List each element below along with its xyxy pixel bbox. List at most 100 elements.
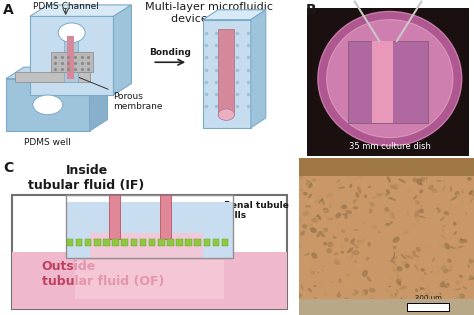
Ellipse shape (342, 213, 346, 216)
Ellipse shape (339, 186, 345, 189)
Polygon shape (30, 5, 131, 16)
Ellipse shape (395, 256, 398, 260)
Text: PDMS well: PDMS well (24, 138, 71, 146)
Ellipse shape (315, 199, 319, 203)
Ellipse shape (327, 218, 333, 220)
Ellipse shape (323, 227, 328, 232)
Ellipse shape (432, 257, 435, 262)
Ellipse shape (324, 291, 329, 296)
Bar (112, 239, 119, 246)
Ellipse shape (319, 196, 321, 197)
Ellipse shape (461, 189, 464, 192)
Ellipse shape (450, 186, 452, 192)
Ellipse shape (453, 244, 458, 248)
Ellipse shape (416, 220, 419, 222)
Ellipse shape (338, 292, 340, 294)
Ellipse shape (301, 264, 305, 266)
Ellipse shape (439, 217, 445, 221)
Bar (90, 233, 203, 258)
Ellipse shape (408, 180, 416, 186)
Ellipse shape (303, 192, 308, 196)
Ellipse shape (428, 185, 434, 190)
Polygon shape (90, 67, 108, 131)
Ellipse shape (401, 254, 407, 260)
Ellipse shape (412, 178, 419, 183)
Ellipse shape (393, 183, 399, 190)
Ellipse shape (334, 252, 338, 256)
Ellipse shape (412, 204, 416, 208)
Bar (218, 30, 235, 115)
Bar (372, 41, 393, 123)
Ellipse shape (339, 205, 342, 209)
Ellipse shape (458, 239, 465, 244)
Bar (299, 173, 474, 299)
Ellipse shape (344, 172, 351, 176)
Ellipse shape (395, 293, 398, 297)
Ellipse shape (420, 289, 422, 290)
Ellipse shape (331, 243, 334, 248)
Ellipse shape (362, 250, 366, 257)
Ellipse shape (407, 212, 409, 214)
Ellipse shape (419, 209, 424, 213)
Ellipse shape (297, 210, 301, 217)
Ellipse shape (460, 238, 462, 243)
Ellipse shape (305, 182, 309, 185)
Polygon shape (6, 79, 90, 131)
Ellipse shape (336, 179, 340, 183)
Ellipse shape (462, 240, 464, 243)
Polygon shape (113, 5, 131, 95)
Ellipse shape (470, 197, 473, 203)
Ellipse shape (308, 194, 312, 198)
Ellipse shape (318, 198, 324, 203)
Ellipse shape (304, 253, 310, 256)
Ellipse shape (391, 212, 395, 219)
Ellipse shape (390, 185, 397, 189)
Text: A: A (3, 3, 14, 17)
Ellipse shape (426, 289, 431, 295)
Ellipse shape (58, 23, 85, 43)
Text: C: C (3, 161, 13, 175)
Ellipse shape (397, 206, 402, 212)
Ellipse shape (469, 191, 474, 197)
Ellipse shape (446, 269, 452, 272)
Ellipse shape (337, 241, 341, 244)
Ellipse shape (344, 213, 348, 219)
Ellipse shape (337, 266, 340, 269)
Ellipse shape (396, 266, 402, 272)
Ellipse shape (385, 223, 390, 226)
Ellipse shape (334, 259, 340, 265)
Ellipse shape (425, 180, 428, 182)
Ellipse shape (319, 281, 321, 285)
Ellipse shape (344, 238, 349, 242)
Bar (158, 239, 164, 246)
Bar (176, 239, 183, 246)
Ellipse shape (328, 204, 332, 208)
Ellipse shape (443, 268, 448, 274)
Ellipse shape (361, 239, 365, 242)
Ellipse shape (365, 266, 368, 269)
Bar (213, 239, 219, 246)
Ellipse shape (354, 260, 357, 263)
Text: B: B (306, 3, 316, 17)
Bar (194, 239, 201, 246)
Ellipse shape (298, 218, 303, 222)
Ellipse shape (390, 221, 393, 224)
Ellipse shape (468, 278, 474, 280)
Ellipse shape (362, 270, 368, 277)
Ellipse shape (417, 178, 422, 185)
Ellipse shape (308, 288, 312, 292)
Ellipse shape (366, 276, 372, 282)
Ellipse shape (456, 280, 461, 285)
Ellipse shape (420, 177, 425, 182)
Ellipse shape (350, 238, 355, 244)
Ellipse shape (302, 257, 309, 261)
Ellipse shape (436, 208, 440, 210)
Ellipse shape (363, 289, 368, 293)
Ellipse shape (426, 282, 429, 289)
Bar (140, 239, 146, 246)
Ellipse shape (363, 222, 365, 224)
Text: Renal tubule
cells: Renal tubule cells (198, 201, 289, 239)
Ellipse shape (454, 222, 457, 226)
Ellipse shape (302, 282, 305, 285)
Ellipse shape (415, 288, 418, 292)
